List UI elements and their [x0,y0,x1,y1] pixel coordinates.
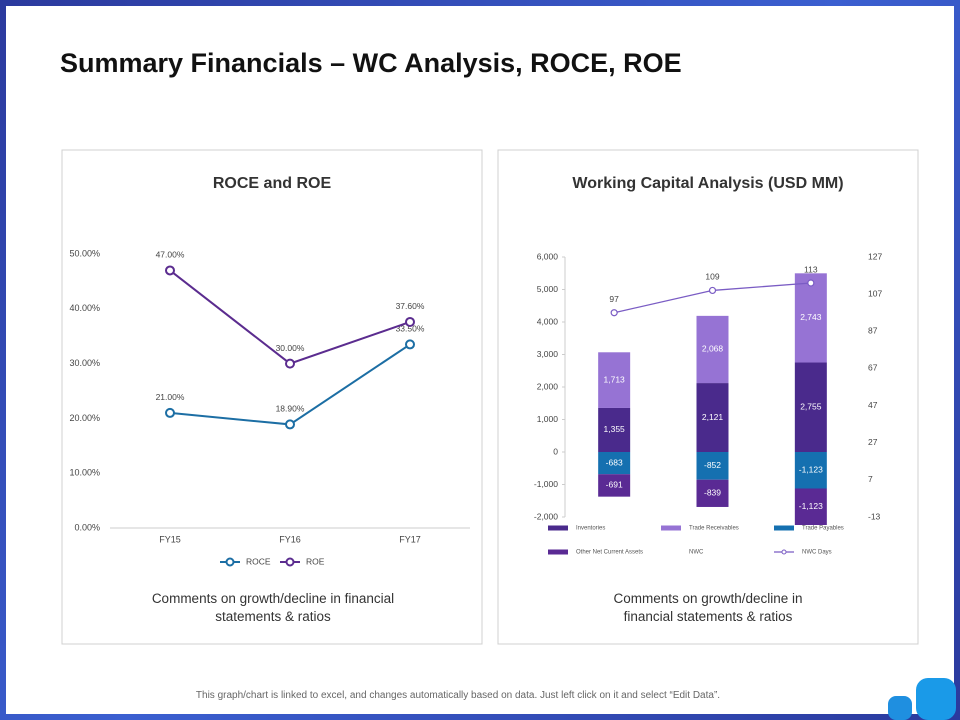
legend-label: Trade Receivables [689,526,739,532]
legend-label: Inventories [576,526,605,532]
chart-panel [61,149,483,645]
data-label: 21.00% [156,392,185,402]
logo-shape [916,678,956,720]
data-label: 33.50% [396,324,425,334]
bar-segment [696,479,729,507]
y2-tick-label: 67 [868,363,878,373]
bar-segment [794,488,827,525]
data-label: 113 [804,264,818,274]
y-tick-label: 30.00% [69,358,100,368]
legend-label: Trade Payables [802,526,844,532]
data-label: 30.00% [276,343,305,353]
data-point [708,286,717,295]
y2-tick-label: -13 [868,511,881,521]
data-label: 1,713 [604,374,626,384]
y2-tick-label: 87 [868,326,878,336]
data-point [285,358,295,369]
y2-tick-label: 7 [868,474,873,484]
legend-swatch [781,549,787,555]
data-label: 18.90% [276,404,305,414]
data-label: -1,123 [799,501,823,511]
data-point [405,339,415,350]
comment: Comments on growth/decline in financial … [151,591,395,624]
data-label: 2,068 [702,344,724,354]
bar-segment [598,452,631,475]
bar-segment [794,452,827,489]
legend-label: Other Net Current Assets [576,550,643,556]
bar-segment [598,407,631,452]
y2-tick-label: 127 [868,251,882,261]
data-label: -683 [606,457,623,467]
bar-segment [696,315,729,384]
data-point [165,265,175,276]
page-title: Summary Financials – WC Analysis, ROCE, … [60,48,682,78]
legend-label: NWC Days [802,550,832,556]
data-label: -839 [704,488,721,498]
y-tick-label: 0.00% [74,522,100,532]
data-label: -852 [704,460,721,470]
y2-tick-label: 47 [868,400,878,410]
comment: Comments on growth/decline in financial … [613,591,803,624]
y2-tick-label: 27 [868,437,878,447]
x-tick-label: FY15 [159,534,181,544]
data-label: 1,355 [604,424,626,434]
data-point [807,279,815,287]
y2-tick-label: 107 [868,288,882,298]
legend-swatch [774,525,794,531]
data-point [165,407,175,418]
legend-swatch [548,549,568,555]
bar-segment [598,352,631,408]
footer-note: This graph/chart is linked to excel, and… [195,690,721,701]
legend-label: NWC [689,550,704,556]
y-tick-label: 4,000 [537,316,559,326]
y-tick-label: 1,000 [537,414,559,424]
data-label: 97 [609,294,619,304]
legend-swatch [225,557,235,567]
data-label: 47.00% [156,250,185,260]
bar-segment [794,362,827,452]
y-tick-label: 0 [553,446,558,456]
y-tick-label: 3,000 [537,349,559,359]
legend-label: ROE [306,556,325,566]
legend-swatch [548,525,568,531]
data-label: 2,743 [800,312,822,322]
data-label: 109 [705,272,719,282]
y-tick-label: 2,000 [537,381,559,391]
data-label: -691 [606,480,623,490]
x-tick-label: FY16 [279,534,301,544]
y-tick-label: 20.00% [69,413,100,423]
logo-shape [888,696,912,720]
y-tick-label: -2,000 [534,511,558,521]
bar-segment [598,474,631,497]
legend-label: ROCE [246,556,271,566]
bar-segment [794,273,827,363]
y-tick-label: 40.00% [69,303,100,313]
legend-swatch [661,525,681,531]
data-label: 2,755 [800,401,822,411]
data-label: 37.60% [396,301,425,311]
data-point [610,309,618,317]
data-label: 2,121 [702,412,724,422]
bar-segment [696,452,729,480]
y-tick-label: 10.00% [69,468,100,478]
data-point [405,316,415,327]
data-point [285,419,295,430]
y-tick-label: 5,000 [537,284,559,294]
bar-segment [696,383,729,452]
y-tick-label: -1,000 [534,479,558,489]
y-tick-label: 6,000 [537,251,559,261]
chart-title: ROCE and ROE [213,175,332,192]
legend-swatch [285,557,295,567]
data-label: -1,123 [799,464,823,474]
chart-title: Working Capital Analysis (USD MM) [572,175,843,192]
x-tick-label: FY17 [399,534,421,544]
y-tick-label: 50.00% [69,248,100,258]
